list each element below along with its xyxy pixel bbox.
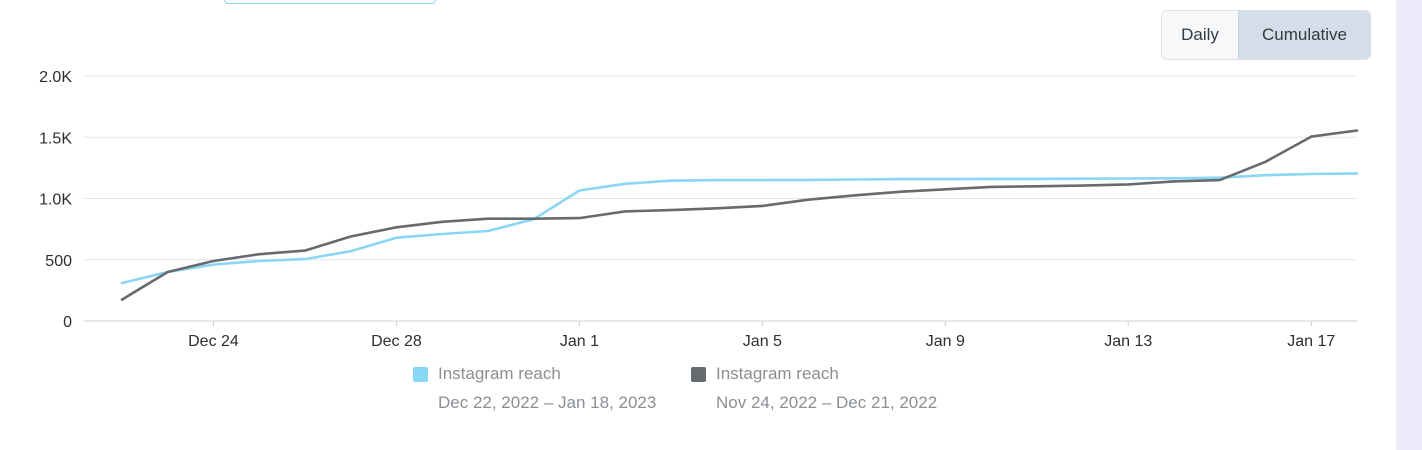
y-tick-label: 500: [45, 253, 72, 270]
legend-swatch-current: [413, 366, 428, 382]
cumulative-button[interactable]: Cumulative: [1238, 11, 1370, 59]
x-tick-label: Jan 5: [743, 333, 782, 350]
x-tick-label: Jan 1: [560, 333, 599, 350]
y-tick-label: 2.0K: [39, 69, 72, 86]
grid-lines: [84, 75, 1357, 322]
legend-range-current: Dec 22, 2022 – Jan 18, 2023: [438, 393, 657, 412]
legend-item-current[interactable]: Instagram reach Dec 22, 2022 – Jan 18, 2…: [413, 364, 656, 413]
y-axis: 0 500 1.0K 1.5K 2.0K: [39, 69, 72, 331]
x-axis: Dec 24 Dec 28 Jan 1 Jan 5 Jan 9 Jan 13 Jan 17: [188, 321, 1335, 350]
x-tick-label: Jan 9: [926, 333, 965, 350]
legend-item-previous[interactable]: Instagram reach Nov 24, 2022 – Dec 21, 2…: [691, 364, 937, 413]
legend-range-previous: Nov 24, 2022 – Dec 21, 2022: [716, 393, 938, 412]
series-line-current: [120, 172, 1359, 285]
y-tick-label: 0: [63, 314, 72, 331]
series-lines: [120, 129, 1359, 301]
legend-label-previous: Instagram reach: [716, 364, 839, 383]
x-tick-label: Jan 17: [1287, 333, 1335, 350]
y-tick-label: 1.0K: [39, 192, 72, 209]
x-tick-label: Dec 24: [188, 333, 239, 350]
x-tick-label: Dec 28: [371, 333, 422, 350]
daily-button[interactable]: Daily: [1162, 11, 1238, 59]
view-toggle: Daily Cumulative: [1161, 10, 1371, 60]
legend-label-current: Instagram reach: [438, 364, 561, 383]
legend-swatch-previous: [691, 366, 706, 382]
y-tick-label: 1.5K: [39, 130, 72, 147]
series-line-previous: [120, 129, 1359, 301]
x-tick-label: Jan 13: [1104, 333, 1152, 350]
scrollbar[interactable]: [1396, 0, 1422, 450]
